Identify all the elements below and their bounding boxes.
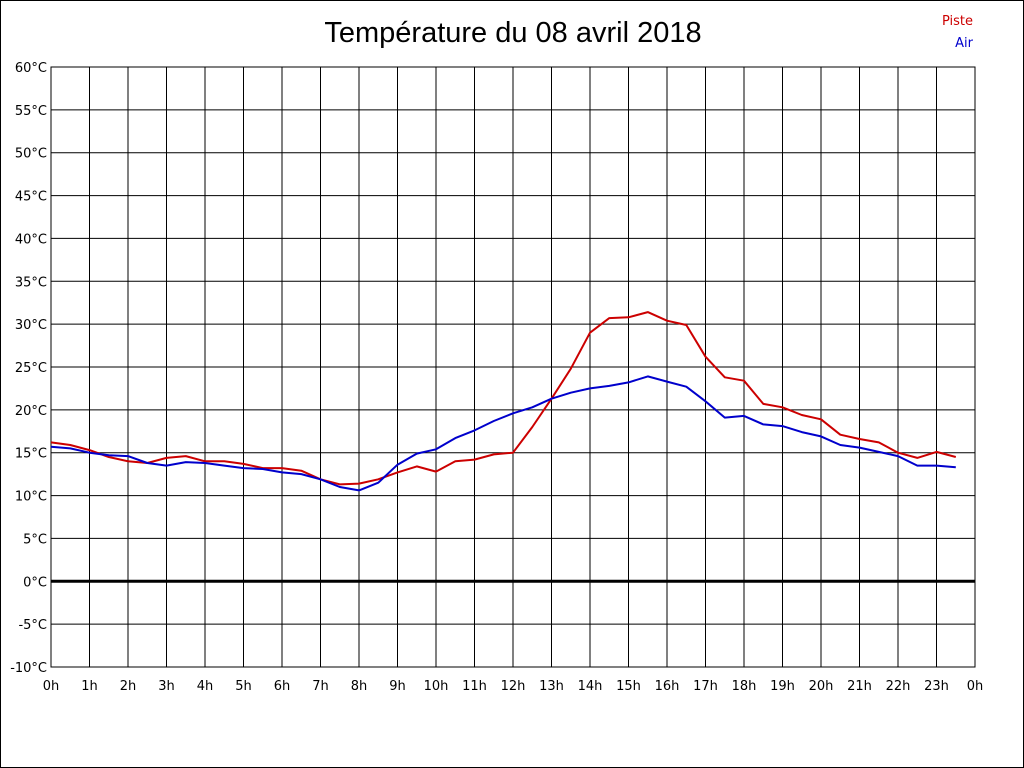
legend-item-air: Air (955, 36, 973, 51)
x-tick-label: 13h (539, 679, 564, 694)
y-tick-label: 45°C (15, 190, 47, 205)
y-tick-label: 40°C (15, 232, 47, 247)
x-tick-label: 12h (501, 679, 526, 694)
x-tick-label: 14h (578, 679, 603, 694)
x-tick-label: 9h (389, 679, 406, 694)
x-tick-label: 22h (886, 679, 911, 694)
y-tick-label: 50°C (15, 147, 47, 162)
series-line-piste (50, 311, 957, 486)
x-tick-label: 17h (693, 679, 718, 694)
y-tick-label: 10°C (15, 490, 47, 505)
chart-title: Température du 08 avril 2018 (324, 17, 702, 49)
x-tick-label: 18h (732, 679, 757, 694)
y-tick-label: 55°C (15, 104, 47, 119)
x-tick-label: 11h (462, 679, 487, 694)
x-tick-label: 7h (312, 679, 329, 694)
x-tick-label: 23h (924, 679, 949, 694)
y-tick-label: 0°C (23, 575, 47, 590)
y-tick-label: 25°C (15, 361, 47, 376)
y-tick-label: 60°C (15, 61, 47, 76)
x-tick-label: 21h (847, 679, 872, 694)
x-tick-label: 19h (770, 679, 795, 694)
x-tick-label: 10h (424, 679, 449, 694)
y-tick-label: 35°C (15, 275, 47, 290)
x-tick-label: 3h (158, 679, 175, 694)
legend-item-piste: Piste (941, 14, 973, 29)
y-tick-label: 5°C (23, 532, 47, 547)
x-tick-label: 8h (351, 679, 368, 694)
y-tick-label: 20°C (15, 404, 47, 419)
y-tick-label: -5°C (18, 618, 47, 633)
plot-border (50, 66, 976, 668)
y-tick-label: 15°C (15, 447, 47, 462)
x-tick-label: 15h (616, 679, 641, 694)
x-tick-label: 2h (120, 679, 137, 694)
x-tick-label: 6h (274, 679, 291, 694)
series-line-air (50, 375, 956, 492)
y-tick-label: 30°C (15, 318, 47, 333)
x-tick-label: 16h (655, 679, 680, 694)
x-tick-label: 0h (967, 679, 984, 694)
x-tick-label: 1h (81, 679, 98, 694)
y-tick-label: -10°C (10, 661, 47, 676)
x-tick-label: 0h (43, 679, 60, 694)
x-tick-label: 5h (235, 679, 252, 694)
x-tick-label: 4h (197, 679, 214, 694)
x-tick-label: 20h (809, 679, 834, 694)
